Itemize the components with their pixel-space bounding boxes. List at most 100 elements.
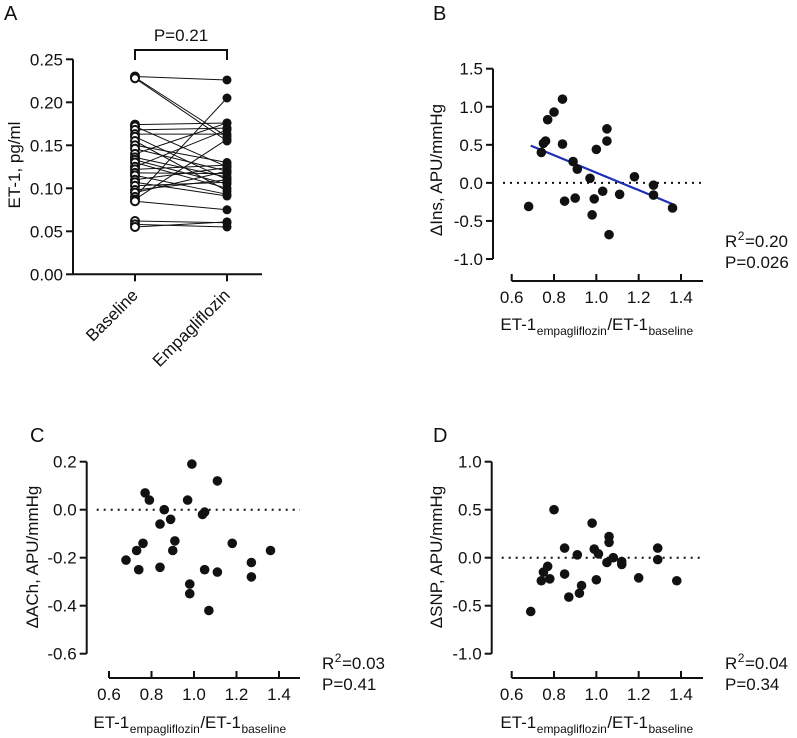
baseline-point bbox=[130, 222, 140, 232]
pair-line bbox=[134, 181, 228, 187]
data-point bbox=[159, 504, 170, 515]
r-squared-value: =0.03 bbox=[342, 654, 385, 673]
data-point bbox=[212, 476, 223, 486]
pair-line bbox=[134, 162, 228, 189]
pair-line bbox=[134, 122, 228, 126]
baseline-point bbox=[130, 196, 140, 207]
data-point bbox=[667, 203, 678, 213]
y-tick-label: 0.0 bbox=[53, 501, 77, 520]
data-point bbox=[199, 564, 210, 575]
x-tick-label: 1.4 bbox=[267, 685, 291, 704]
pair-line bbox=[134, 97, 228, 198]
data-point bbox=[204, 605, 214, 616]
p-value-label: P=0.41 bbox=[322, 675, 376, 694]
r-symbol: R bbox=[725, 232, 737, 251]
data-point bbox=[557, 139, 568, 149]
significance-bracket bbox=[134, 49, 228, 60]
y-axis-label: ΔACh, APU/mmHg bbox=[23, 486, 42, 629]
r-squared-value: =0.20 bbox=[745, 232, 788, 251]
y-tick-label: -0.5 bbox=[454, 212, 483, 231]
pair-line bbox=[134, 181, 228, 197]
y-tick-label: 0.2 bbox=[53, 453, 77, 472]
data-point bbox=[165, 514, 176, 525]
data-point bbox=[564, 592, 574, 602]
data-point bbox=[265, 545, 276, 556]
y-tick-label: 0.5 bbox=[459, 136, 483, 155]
data-point bbox=[170, 536, 180, 546]
data-point bbox=[587, 210, 597, 220]
x-label-text: /ET-1 bbox=[607, 713, 648, 732]
data-point bbox=[589, 194, 600, 204]
x-tick-label: 0.8 bbox=[140, 685, 164, 704]
pair-line bbox=[134, 200, 228, 211]
empagliflozin-point bbox=[222, 125, 232, 135]
y-tick-label: 0.5 bbox=[458, 501, 482, 520]
data-point bbox=[144, 495, 155, 505]
data-point bbox=[542, 114, 553, 125]
p-value-label: P=0.34 bbox=[725, 675, 779, 694]
x-label-text: ET-1 bbox=[500, 315, 536, 334]
x-tick-label: 1.2 bbox=[225, 685, 249, 704]
baseline-point bbox=[130, 73, 140, 84]
y-tick-label: 0.20 bbox=[30, 93, 63, 112]
r-superscript: 2 bbox=[738, 229, 745, 243]
empagliflozin-point bbox=[222, 93, 232, 103]
x-tick-label: 1.0 bbox=[585, 288, 609, 307]
x-label-subscript: baseline bbox=[648, 324, 693, 338]
r-squared-value: =0.04 bbox=[745, 654, 788, 673]
data-point bbox=[131, 545, 142, 556]
x-tick-label: 1.4 bbox=[669, 288, 693, 307]
data-point bbox=[591, 144, 602, 155]
pair-line bbox=[134, 164, 228, 170]
data-point bbox=[604, 229, 614, 240]
data-point bbox=[559, 569, 570, 579]
data-point bbox=[570, 193, 580, 203]
y-tick-label: 1.0 bbox=[458, 453, 482, 472]
pair-line bbox=[134, 76, 228, 138]
data-point bbox=[155, 519, 165, 529]
p-value-annotation: P=0.21 bbox=[154, 26, 208, 45]
data-point bbox=[199, 507, 210, 517]
p-value-label: P=0.026 bbox=[725, 253, 789, 272]
empagliflozin-point bbox=[222, 175, 232, 185]
pair-line bbox=[134, 144, 228, 163]
x-label-text: /ET-1 bbox=[607, 315, 648, 334]
data-point bbox=[604, 537, 614, 548]
pair-line bbox=[134, 129, 228, 168]
pair-line bbox=[134, 127, 228, 131]
data-point bbox=[648, 180, 659, 190]
pair-line bbox=[134, 77, 228, 142]
data-point bbox=[614, 189, 625, 200]
panel-b: B -1.0 -0.5 0.0 0.5 1.0 1.5 ΔIns, APU/mmHg 0.6 0.… bbox=[427, 3, 789, 338]
pair-line bbox=[134, 223, 228, 228]
pair-line bbox=[134, 138, 228, 200]
empagliflozin-point bbox=[222, 75, 232, 85]
y-tick-label: -1.0 bbox=[452, 645, 481, 664]
data-point bbox=[542, 561, 553, 572]
panel-a: A 0.00 0.05 0.10 0.15 0.20 0.25 ET-1, pg/ml Base… bbox=[4, 3, 262, 371]
data-point bbox=[572, 550, 583, 560]
y-tick-label: 0.15 bbox=[30, 136, 63, 155]
empagliflozin-point bbox=[222, 191, 232, 201]
empagliflozin-point bbox=[222, 134, 232, 144]
x-tick-label: 0.8 bbox=[542, 685, 566, 704]
pair-line bbox=[134, 136, 228, 181]
data-point bbox=[616, 559, 627, 570]
data-point bbox=[652, 543, 663, 553]
data-point bbox=[576, 580, 587, 591]
panel-label: D bbox=[433, 425, 447, 447]
data-point bbox=[227, 538, 238, 549]
data-point bbox=[597, 186, 608, 197]
x-tick-label: 1.4 bbox=[669, 685, 693, 704]
data-point bbox=[608, 552, 619, 563]
data-point bbox=[212, 567, 223, 577]
data-point bbox=[585, 173, 595, 184]
data-point bbox=[182, 495, 193, 505]
category-label: Baseline bbox=[82, 286, 142, 346]
data-point bbox=[246, 572, 257, 582]
y-tick-label: -0.2 bbox=[47, 549, 76, 568]
data-point bbox=[593, 549, 604, 559]
data-point bbox=[572, 164, 583, 174]
data-point bbox=[574, 588, 585, 599]
y-tick-label: 0.0 bbox=[459, 174, 483, 193]
